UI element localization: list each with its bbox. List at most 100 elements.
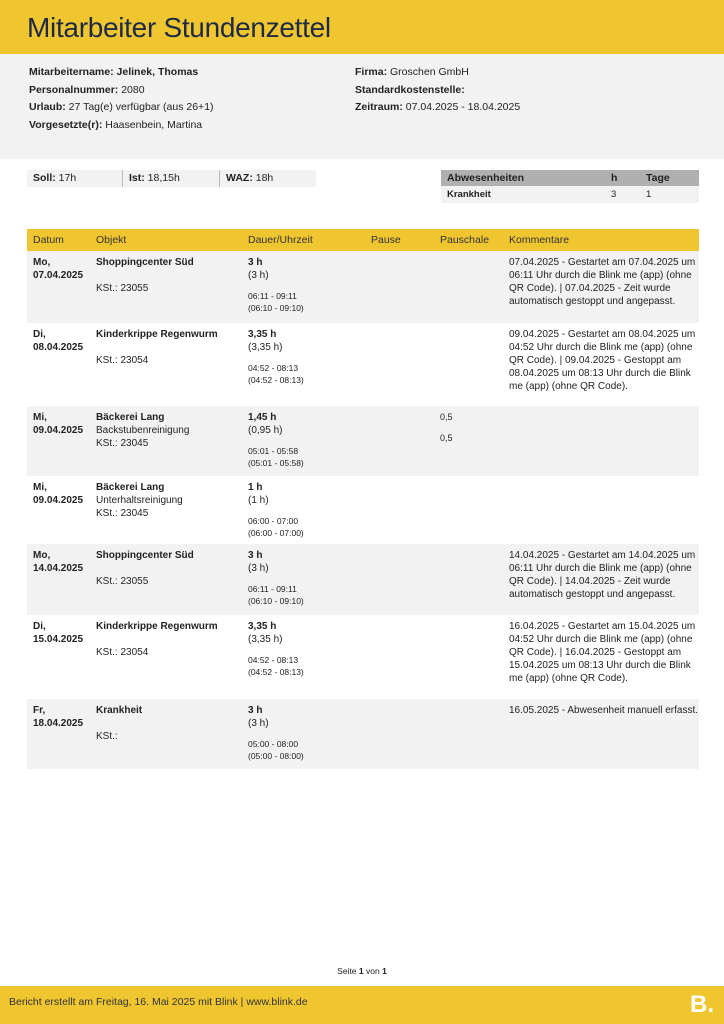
- duration: 3 h: [248, 257, 263, 268]
- object-cell: Kinderkrippe Regenwurm KSt.: 23054: [96, 328, 218, 367]
- date: 18.04.2025: [33, 718, 84, 729]
- supervisor: Vorgesetzte(r): Haasenbein, Martina: [29, 118, 203, 131]
- object-task: [96, 269, 194, 282]
- absence-days: 1: [646, 189, 652, 200]
- page-title: Mitarbeiter Stundenzettel: [27, 12, 331, 43]
- weekday: Mi,: [33, 482, 47, 493]
- table-row: Di, 15.04.2025 Kinderkrippe Regenwurm KSt.…: [27, 615, 699, 699]
- weekday: Di,: [33, 621, 46, 632]
- time-range: 04:52 - 08:13: [248, 363, 299, 373]
- object-task: [96, 633, 218, 646]
- comment-cell: 14.04.2025 - Gestartet am 14.04.2025 um …: [509, 550, 696, 600]
- date: 07.04.2025: [33, 270, 84, 281]
- duration-cell: 1 h (1 h) 06:00 - 07:00 (06:00 - 07:00): [248, 481, 304, 539]
- footer-bar: Bericht erstellt am Freitag, 16. Mai 202…: [0, 986, 724, 1024]
- time-range-raw: (04:52 - 08:13): [248, 375, 304, 385]
- cost-center: KSt.: 23054: [96, 355, 149, 366]
- duration: 1 h: [248, 482, 263, 493]
- duration-cell: 3 h (3 h) 06:11 - 09:11 (06:10 - 09:10): [248, 549, 304, 607]
- flat-rate-cell: 0,5 0,5: [440, 411, 453, 445]
- weekday: Mo,: [33, 550, 51, 561]
- object-task: [96, 562, 194, 575]
- object-cell: Shoppingcenter Süd KSt.: 23055: [96, 256, 194, 295]
- time-range: 06:00 - 07:00: [248, 516, 299, 526]
- hours-summary: Soll: 17h Ist: 18,15h WAZ: 18h: [27, 170, 316, 187]
- table-row: Di, 08.04.2025 Kinderkrippe Regenwurm KSt.…: [27, 323, 699, 406]
- duration-cell: 1,45 h (0,95 h) 05:01 - 05:58 (05:01 - 05:5…: [248, 411, 304, 469]
- date-cell: Fr, 18.04.2025: [33, 704, 83, 730]
- cost-center: KSt.: 23045: [96, 508, 149, 519]
- date-cell: Di, 15.04.2025: [33, 620, 83, 646]
- absences-table: Abwesenheiten h Tage Krankheit 3 1: [441, 170, 699, 203]
- vacation: Urlaub: 27 Tag(e) verfügbar (aus 26+1): [29, 101, 214, 113]
- col-header-duration: Dauer/Uhrzeit: [248, 234, 313, 246]
- duration-raw: (3,35 h): [248, 634, 283, 645]
- col-header-date: Datum: [33, 234, 64, 246]
- cost-center: KSt.:: [96, 731, 118, 742]
- col-header-object: Objekt: [96, 234, 127, 246]
- object-cell: Kinderkrippe Regenwurm KSt.: 23054: [96, 620, 218, 659]
- col-header: Tage: [646, 172, 670, 184]
- table-row: Mi, 09.04.2025 Bäckerei Lang Unterhaltsrei…: [27, 476, 699, 544]
- absence-hours: 3: [611, 189, 617, 200]
- duration-cell: 3,35 h (3,35 h) 04:52 - 08:13 (04:52 - 08:1…: [248, 328, 304, 386]
- col-header: h: [611, 172, 618, 184]
- col-header-break: Pause: [371, 234, 401, 246]
- weekday: Fr,: [33, 705, 46, 716]
- time-range-raw: (06:10 - 09:10): [248, 303, 304, 313]
- flat-rate: 0,5: [440, 412, 453, 422]
- object-name: Kinderkrippe Regenwurm: [96, 621, 218, 632]
- footer-text: Bericht erstellt am Freitag, 16. Mai 202…: [9, 996, 308, 1008]
- object-task: Backstubenreinigung: [96, 425, 190, 436]
- header-bar: Mitarbeiter Stundenzettel: [0, 0, 724, 54]
- employee-name: Mitarbeitername: Jelinek, Thomas: [29, 66, 199, 78]
- date-cell: Di, 08.04.2025: [33, 328, 83, 354]
- time-range: 06:11 - 09:11: [248, 291, 297, 301]
- weekday: Mi,: [33, 412, 47, 423]
- flat-rate-raw: 0,5: [440, 433, 453, 443]
- personnel-number: Personalnummer: 2080: [29, 83, 145, 96]
- duration: 3 h: [248, 550, 263, 561]
- absence-type: Krankheit: [447, 189, 491, 200]
- duration-raw: (3 h): [248, 270, 269, 281]
- time-range-raw: (04:52 - 08:13): [248, 667, 304, 677]
- object-cell: Bäckerei Lang Backstubenreinigung KSt.: 23…: [96, 411, 189, 450]
- cost-center: KSt.: 23055: [96, 283, 149, 294]
- table-row: Fr, 18.04.2025 Krankheit KSt.: 3 h (3 h) 05:…: [27, 699, 699, 769]
- time-range: 05:01 - 05:58: [248, 446, 299, 456]
- comment-cell: 09.04.2025 - Gestartet am 08.04.2025 um …: [509, 329, 696, 392]
- col-header-flat-rate: Pauschale: [440, 234, 490, 246]
- time-range-raw: (06:10 - 09:10): [248, 596, 304, 606]
- col-header: Abwesenheiten: [447, 172, 525, 184]
- default-cost-center: Standardkostenstelle:: [355, 83, 465, 96]
- date-cell: Mo, 14.04.2025: [33, 549, 83, 575]
- duration-raw: (3 h): [248, 718, 269, 729]
- object-task: Unterhaltsreinigung: [96, 495, 183, 506]
- duration-cell: 3 h (3 h) 05:00 - 08:00 (05:00 - 08:00): [248, 704, 304, 762]
- table-header: Datum Objekt Dauer/Uhrzeit Pause Pauscha…: [27, 229, 699, 251]
- page-number: Seite 1 von 1: [337, 966, 387, 976]
- object-cell: Bäckerei Lang Unterhaltsreinigung KSt.: 23…: [96, 481, 183, 520]
- duration: 1,45 h: [248, 412, 277, 423]
- object-name: Kinderkrippe Regenwurm: [96, 329, 218, 340]
- duration-raw: (1 h): [248, 495, 269, 506]
- object-name: Krankheit: [96, 705, 143, 716]
- duration-cell: 3,35 h (3,35 h) 04:52 - 08:13 (04:52 - 08:1…: [248, 620, 304, 678]
- date: 09.04.2025: [33, 495, 84, 506]
- table-row: Mo, 14.04.2025 Shoppingcenter Süd KSt.: 23…: [27, 544, 699, 615]
- time-range: 04:52 - 08:13: [248, 655, 299, 665]
- col-header-comments: Kommentare: [509, 234, 570, 246]
- duration: 3,35 h: [248, 329, 277, 340]
- target-hours: Soll: 17h: [33, 172, 77, 184]
- date-cell: Mi, 09.04.2025: [33, 481, 83, 507]
- table-row: Mi, 09.04.2025 Bäckerei Lang Backstubenrei…: [27, 406, 699, 476]
- employee-info-panel: Mitarbeitername: Jelinek, Thomas Persona…: [0, 54, 724, 159]
- comment-cell: 16.05.2025 - Abwesenheit manuell erfasst…: [509, 705, 699, 716]
- object-name: Shoppingcenter Süd: [96, 257, 194, 268]
- cost-center: KSt.: 23054: [96, 647, 149, 658]
- date-cell: Mi, 09.04.2025: [33, 411, 83, 437]
- object-name: Bäckerei Lang: [96, 412, 165, 423]
- actual-hours: Ist: 18,15h: [122, 170, 219, 187]
- table-row: Mo, 07.04.2025 Shoppingcenter Süd KSt.: 23…: [27, 251, 699, 323]
- weekday: Di,: [33, 329, 46, 340]
